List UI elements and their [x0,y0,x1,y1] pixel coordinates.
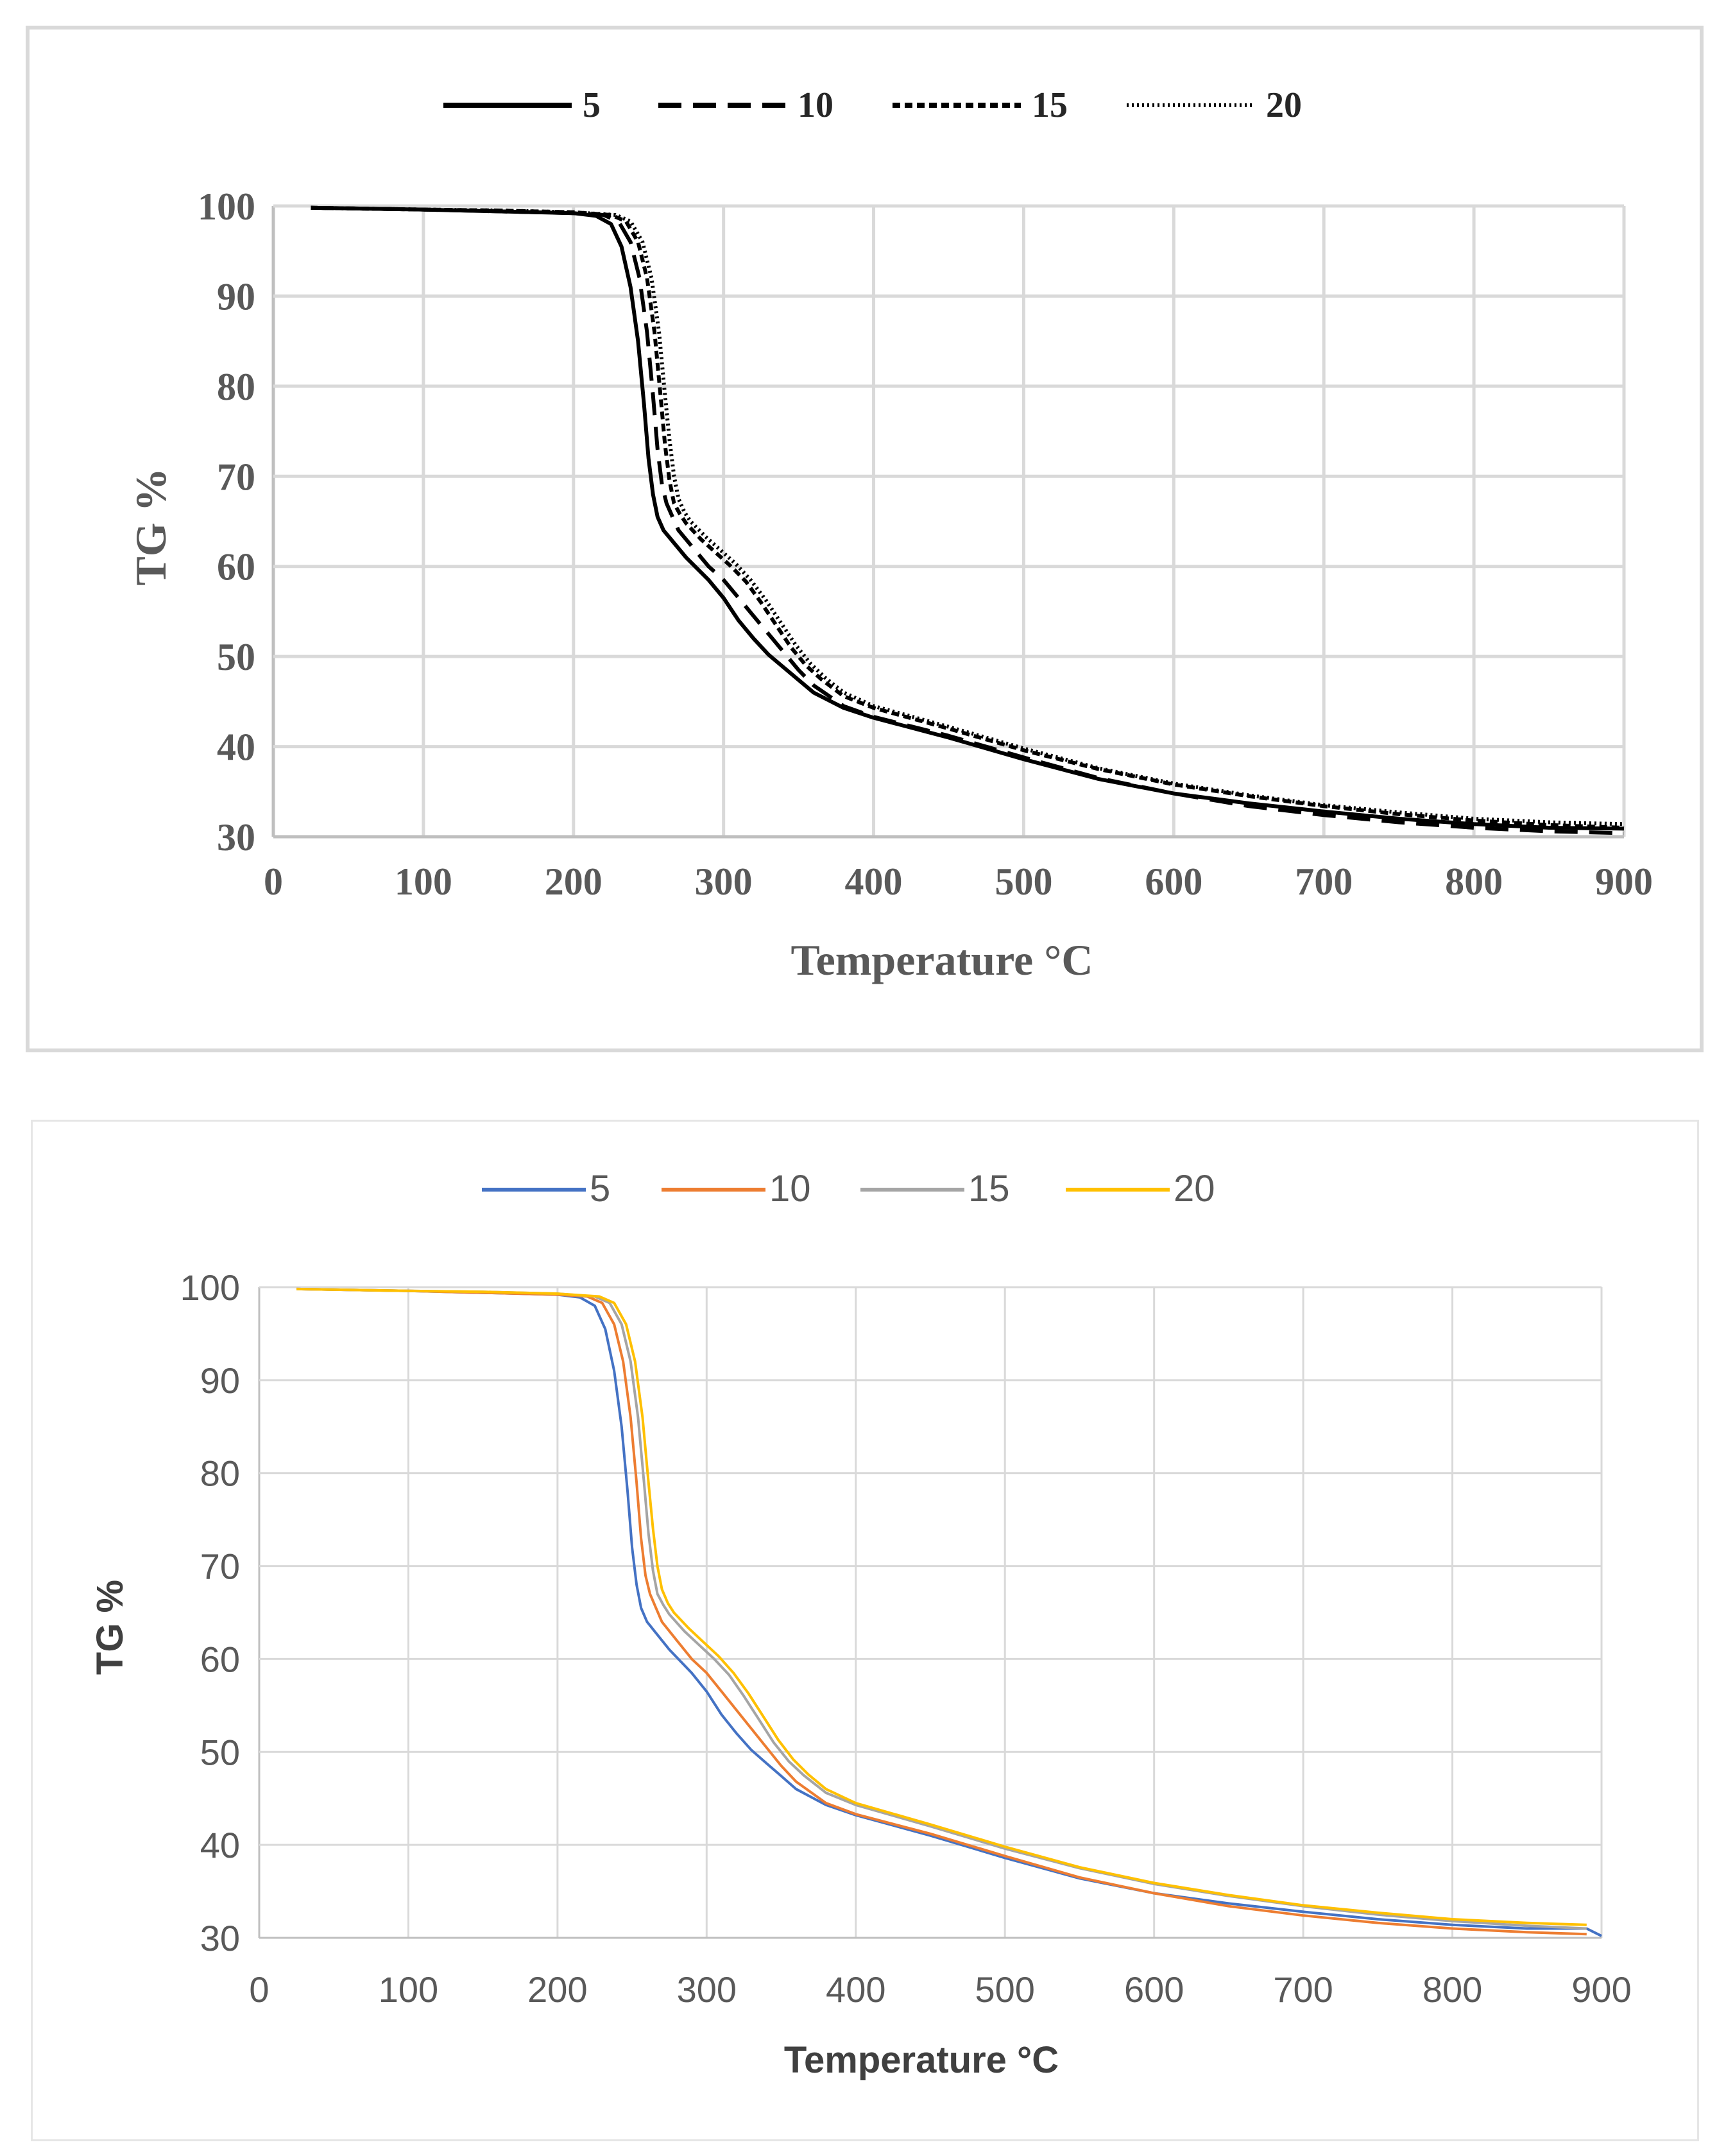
legend-label-15: 15 [1032,85,1068,125]
x-tick-label: 700 [1273,1969,1333,2010]
y-axis-title: TG % [126,468,175,585]
series-line-5 [296,1287,1602,1937]
series-line-10 [296,1287,1587,1936]
x-tick-label: 0 [249,1969,269,2010]
x-tick-label: 200 [527,1969,587,2010]
legend-label-15: 15 [968,1168,1010,1210]
x-axis-title: Temperature °C [790,936,1093,984]
series-line-20 [296,1287,1587,1926]
x-tick-label: 100 [395,860,452,903]
x-axis-title: Temperature °C [784,2039,1059,2081]
gridlines [258,1286,1603,1939]
gridlines [271,204,1626,839]
x-tick-label: 600 [1124,1969,1184,2010]
y-tick-label: 50 [217,636,255,678]
chart-svg-color: 5 10 15 20 0 100 200 300 400 500 600 700 800 900 … [89,1168,1632,2081]
y-tick-label: 30 [200,1918,240,1958]
chart-svg-monochrome: 5 10 15 20 0 100 200 300 400 500 600 700 800 900 … [126,85,1653,984]
legend-label-10: 10 [798,85,833,125]
y-tick-label: 70 [200,1546,240,1587]
y-tick-label: 100 [180,1267,240,1308]
y-axis-title: TG % [89,1580,131,1675]
tg-chart-monochrome: 5 10 15 20 0 100 200 300 400 500 600 700 800 900 … [26,26,1704,1052]
legend: 5 10 15 20 [443,85,1302,125]
y-tick-label: 70 [217,456,255,498]
x-tick-label: 800 [1423,1969,1482,2010]
x-tick-label: 100 [379,1969,438,2010]
x-tick-labels: 0 100 200 300 400 500 600 700 800 900 [249,1969,1631,2010]
x-tick-label: 800 [1445,860,1503,903]
x-tick-label: 400 [845,860,903,903]
x-tick-label: 0 [264,860,283,903]
y-tick-label: 60 [217,546,255,588]
x-tick-label: 500 [995,860,1052,903]
x-tick-label: 500 [975,1969,1035,2010]
legend: 5 10 15 20 [482,1168,1215,1210]
y-tick-label: 80 [217,366,255,408]
y-tick-labels: 30 40 50 60 70 80 90 100 [180,1267,240,1958]
series-line-20 [311,205,1625,826]
series-line-10 [311,205,1625,835]
y-tick-label: 40 [217,726,255,769]
x-tick-label: 300 [677,1969,737,2010]
y-tick-label: 40 [200,1825,240,1865]
y-tick-label: 60 [200,1639,240,1679]
x-tick-label: 300 [695,860,753,903]
data-series [311,205,1625,835]
legend-label-5: 5 [590,1168,610,1210]
x-tick-label: 400 [826,1969,885,2010]
series-line-15 [311,205,1625,830]
legend-label-10: 10 [769,1168,811,1210]
x-tick-label: 900 [1571,1969,1631,2010]
y-tick-label: 90 [217,275,255,318]
x-tick-label: 600 [1145,860,1202,903]
y-tick-label: 90 [200,1360,240,1401]
y-tick-label: 30 [217,816,255,859]
legend-label-20: 20 [1174,1168,1215,1210]
series-line-15 [296,1287,1587,1930]
x-tick-label: 200 [545,860,602,903]
tg-chart-color: 5 10 15 20 0 100 200 300 400 500 600 700 800 900 … [31,1120,1699,2141]
y-tick-label: 50 [200,1732,240,1772]
x-tick-label: 900 [1595,860,1653,903]
legend-label-20: 20 [1266,85,1302,125]
y-tick-labels: 30 40 50 60 70 80 90 100 [198,185,255,859]
x-tick-label: 700 [1295,860,1353,903]
data-series [296,1287,1602,1937]
legend-label-5: 5 [583,85,601,125]
x-tick-labels: 0 100 200 300 400 500 600 700 800 900 [264,860,1653,903]
y-tick-label: 80 [200,1453,240,1494]
y-tick-label: 100 [198,185,255,228]
